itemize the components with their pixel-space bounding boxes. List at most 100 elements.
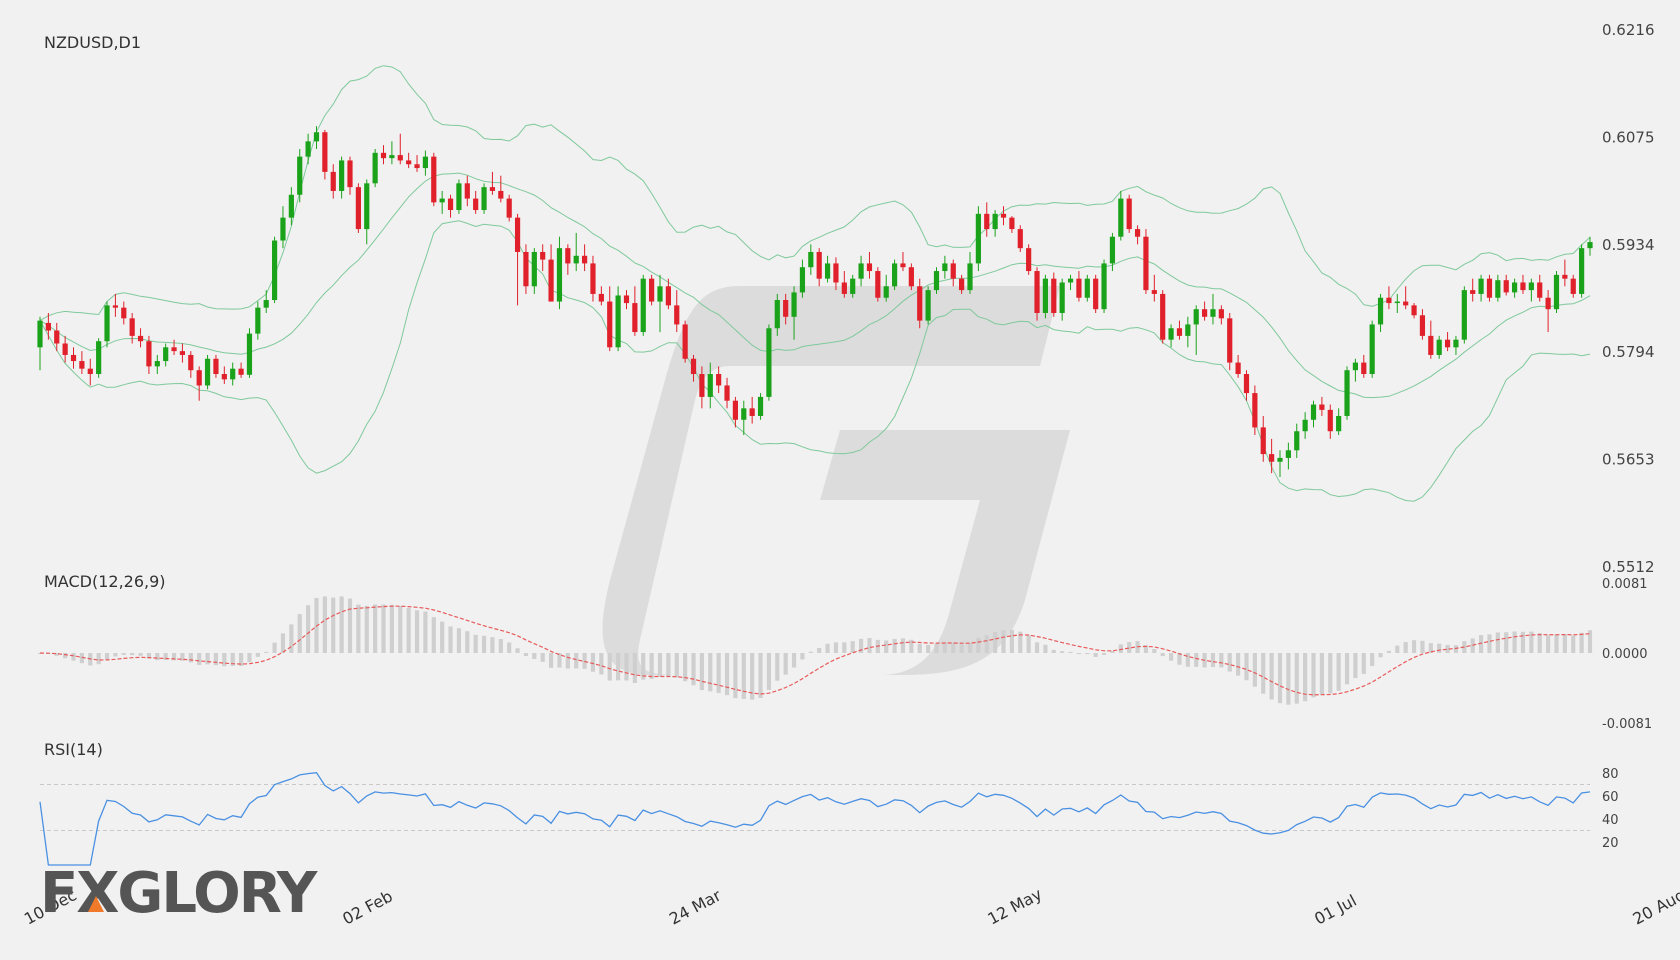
- candle-body: [1118, 198, 1124, 237]
- candle-body: [1403, 301, 1409, 306]
- candle-body: [263, 300, 269, 308]
- candle: [1579, 244, 1585, 298]
- candle: [1419, 309, 1426, 340]
- date-label: 20 Aug: [1630, 885, 1680, 928]
- macd-bar: [1294, 653, 1299, 704]
- macd-bar: [708, 653, 713, 692]
- candle: [196, 366, 202, 401]
- macd-bar: [247, 653, 252, 663]
- candle-body: [1428, 335, 1434, 355]
- candle-body: [456, 183, 462, 211]
- candle-body: [540, 251, 546, 260]
- candle-body: [1201, 309, 1208, 317]
- candle: [1553, 271, 1560, 313]
- candle: [514, 213, 521, 306]
- candle: [380, 145, 387, 165]
- candle: [757, 393, 764, 420]
- candle: [615, 286, 621, 352]
- candle: [355, 183, 361, 233]
- candle-body: [699, 374, 705, 397]
- macd-bar: [1277, 653, 1283, 704]
- candle: [1537, 274, 1543, 302]
- candle-body: [1260, 427, 1266, 455]
- candle: [1511, 278, 1518, 298]
- candle: [406, 152, 412, 169]
- candle: [112, 293, 119, 317]
- candle: [984, 202, 990, 237]
- candle: [875, 267, 881, 302]
- candle: [1520, 274, 1526, 294]
- candle-body: [1000, 213, 1007, 218]
- candle-body: [1294, 431, 1300, 451]
- macd-bar: [356, 604, 361, 653]
- macd-bar: [1236, 653, 1241, 676]
- candle-body: [1444, 339, 1451, 348]
- macd-bar: [339, 596, 344, 653]
- candle-body: [79, 361, 85, 369]
- candle: [1118, 190, 1124, 241]
- candle-body: [1352, 362, 1359, 371]
- candle: [933, 267, 940, 294]
- candle-body: [1210, 309, 1216, 317]
- candle: [699, 366, 705, 409]
- macd-signal-line: [39, 605, 1591, 696]
- candle: [791, 286, 797, 340]
- price-tick-label: 0.5934: [1602, 236, 1655, 254]
- candle-body: [657, 286, 663, 302]
- macd-bar: [657, 653, 663, 677]
- candle-body: [246, 333, 253, 375]
- candle-body: [623, 295, 630, 304]
- candle: [682, 320, 688, 363]
- candlesticks: [37, 126, 1593, 477]
- candle-body: [858, 263, 864, 279]
- macd-bar: [381, 604, 386, 653]
- candle-body: [112, 305, 119, 308]
- candle: [246, 328, 253, 378]
- candle: [841, 271, 847, 298]
- candle: [690, 354, 697, 382]
- chart-title: NZDUSD,D1: [44, 33, 141, 52]
- price-tick-label: 0.5794: [1602, 343, 1655, 361]
- candle-body: [732, 400, 739, 420]
- macd-bar: [900, 638, 906, 653]
- macd-bar: [666, 653, 671, 677]
- candle-body: [908, 267, 914, 287]
- macd-bar: [96, 653, 101, 665]
- macd-bar: [171, 653, 177, 661]
- macd-bar: [1512, 631, 1517, 653]
- macd-bar: [280, 633, 286, 653]
- candle-body: [1453, 339, 1459, 348]
- candle-body: [1461, 290, 1467, 340]
- candle: [766, 324, 772, 401]
- candle-body: [607, 301, 613, 348]
- candle-body: [984, 213, 990, 230]
- candle-body: [598, 293, 604, 302]
- rsi-tick-label: 40: [1602, 813, 1619, 828]
- macd-bar: [1579, 632, 1584, 653]
- macd-bar: [641, 653, 646, 680]
- candle-body: [196, 370, 202, 386]
- candle: [1478, 274, 1484, 302]
- watermark-logo: [602, 286, 1070, 675]
- macd-bar: [674, 653, 679, 678]
- candle: [288, 187, 294, 226]
- candle-body: [1160, 293, 1166, 340]
- lower-band: [39, 220, 1591, 502]
- macd-bar: [557, 653, 562, 668]
- candle-body: [464, 183, 470, 199]
- rsi-line: [39, 772, 1591, 866]
- candle-body: [1520, 282, 1526, 291]
- macd-bar: [783, 653, 788, 675]
- candle-body: [1537, 282, 1543, 298]
- candle: [1067, 274, 1074, 291]
- candle: [1176, 320, 1183, 340]
- macd-bar: [1420, 640, 1425, 653]
- candle: [674, 290, 680, 333]
- candle: [1042, 274, 1049, 319]
- candle: [942, 255, 948, 279]
- candle: [1369, 320, 1375, 378]
- candle: [473, 190, 479, 214]
- macd-bar: [264, 651, 269, 653]
- macd-bar: [146, 653, 152, 659]
- macd-bar: [733, 653, 738, 699]
